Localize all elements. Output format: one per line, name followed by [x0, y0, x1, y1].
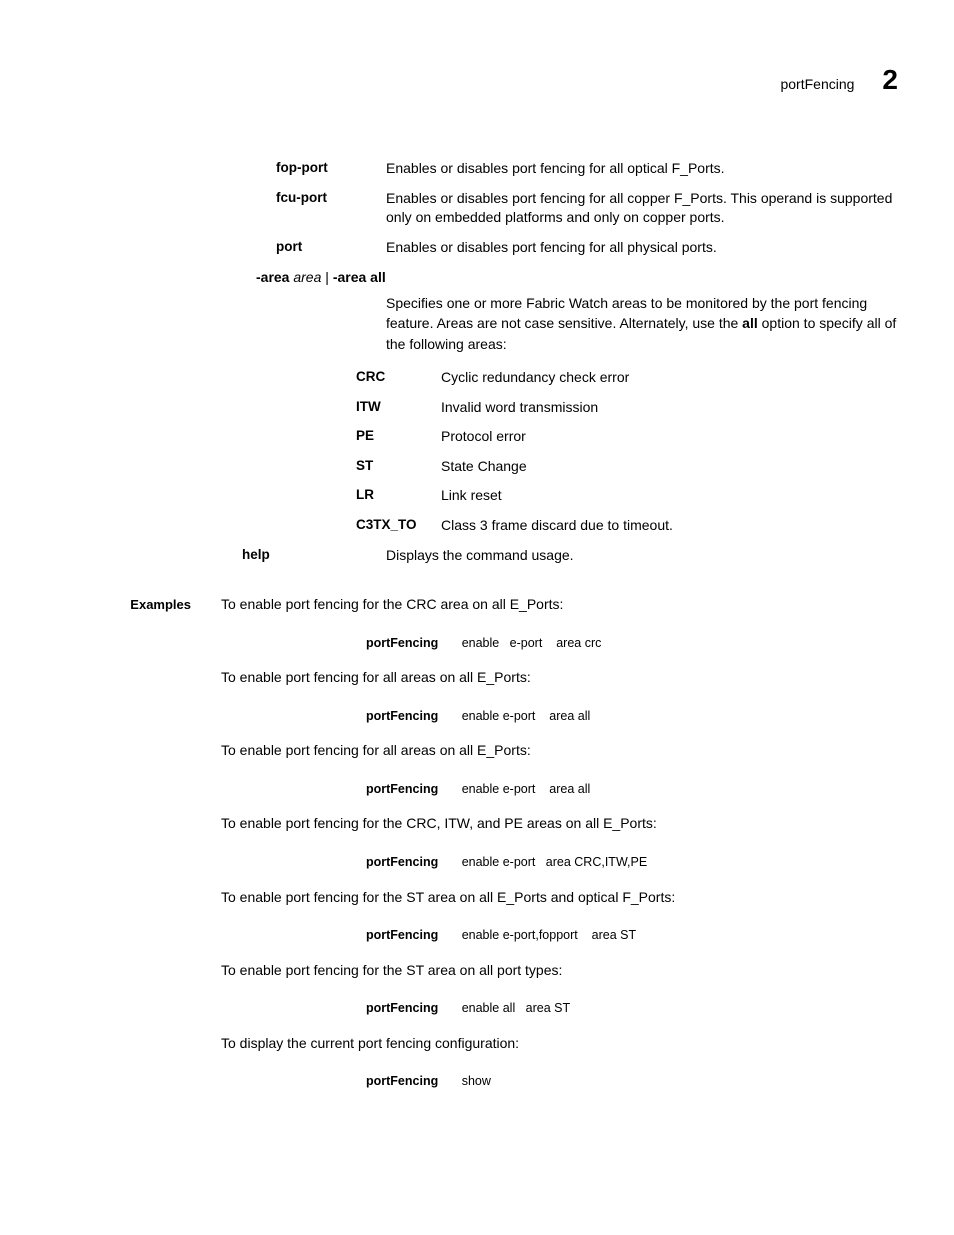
desc-itw: Invalid word transmission [441, 398, 898, 418]
example-cmd-2: portFencing enable e-port area all [56, 781, 898, 799]
desc-crc: Cyclic redundancy check error [441, 368, 898, 388]
term-crc: CRC [356, 368, 441, 388]
area-itw: ITW Invalid word transmission [56, 398, 898, 418]
example-intro-4: To enable port fencing for the ST area o… [221, 888, 898, 908]
term-c3tx: C3TX_TO [356, 516, 441, 536]
header-chapter: 2 [882, 60, 898, 99]
examples-label: Examples [130, 597, 191, 612]
page: portFencing 2 fop-port Enables or disabl… [0, 0, 954, 1235]
example-cmd-0: portFencing enable e-port area crc [56, 635, 898, 653]
operand-port: port Enables or disables port fencing fo… [56, 238, 898, 258]
example-intro-2: To enable port fencing for all areas on … [221, 741, 898, 761]
area-crc: CRC Cyclic redundancy check error [56, 368, 898, 388]
example-cmd-6: portFencing show [56, 1073, 898, 1091]
desc-help: Displays the command usage. [386, 546, 898, 566]
example-cmd-5: portFencing enable all area ST [56, 1000, 898, 1018]
desc-fop-port: Enables or disables port fencing for all… [386, 159, 898, 179]
term-lr: LR [356, 486, 441, 506]
area-lr: LR Link reset [56, 486, 898, 506]
header-title: portFencing [780, 75, 854, 95]
help-row: help Displays the command usage. [56, 546, 898, 566]
area-st: ST State Change [56, 457, 898, 477]
area-sep: | [325, 269, 333, 285]
term-pe: PE [356, 427, 441, 447]
example-intro-0: To enable port fencing for the CRC area … [221, 595, 898, 615]
desc-fcu-port: Enables or disables port fencing for all… [386, 189, 898, 228]
desc-port: Enables or disables port fencing for all… [386, 238, 898, 258]
term-st: ST [356, 457, 441, 477]
operand-fcu-port: fcu-port Enables or disables port fencin… [56, 189, 898, 228]
desc-lr: Link reset [441, 486, 898, 506]
example-cmd-3: portFencing enable e-port area CRC,ITW,P… [56, 854, 898, 872]
area-description: Specifies one or more Fabric Watch areas… [56, 293, 898, 354]
term-fop-port: fop-port [276, 159, 386, 179]
area-desc-bold: all [742, 315, 758, 331]
area-prefix1: -area [256, 269, 289, 285]
example-intro-5: To enable port fencing for the ST area o… [221, 961, 898, 981]
desc-pe: Protocol error [441, 427, 898, 447]
term-port: port [276, 238, 386, 258]
term-fcu-port: fcu-port [276, 189, 386, 228]
desc-c3tx: Class 3 frame discard due to timeout. [441, 516, 898, 536]
term-help: help [242, 546, 386, 566]
example-intro-3: To enable port fencing for the CRC, ITW,… [221, 814, 898, 834]
desc-st: State Change [441, 457, 898, 477]
area-c3tx: C3TX_TO Class 3 frame discard due to tim… [56, 516, 898, 536]
page-header: portFencing 2 [56, 60, 898, 99]
operand-fop-port: fop-port Enables or disables port fencin… [56, 159, 898, 179]
example-cmd-4: portFencing enable e-port,fopport area S… [56, 927, 898, 945]
example-intro-6: To display the current port fencing conf… [221, 1034, 898, 1054]
example-intro-1: To enable port fencing for all areas on … [221, 668, 898, 688]
examples-section: Examples To enable port fencing for the … [56, 595, 898, 1091]
area-prefix2: -area all [333, 269, 386, 285]
term-itw: ITW [356, 398, 441, 418]
area-syntax-line: -area area | -area all [56, 268, 898, 288]
area-italic: area [293, 269, 321, 285]
area-pe: PE Protocol error [56, 427, 898, 447]
example-cmd-1: portFencing enable e-port area all [56, 708, 898, 726]
